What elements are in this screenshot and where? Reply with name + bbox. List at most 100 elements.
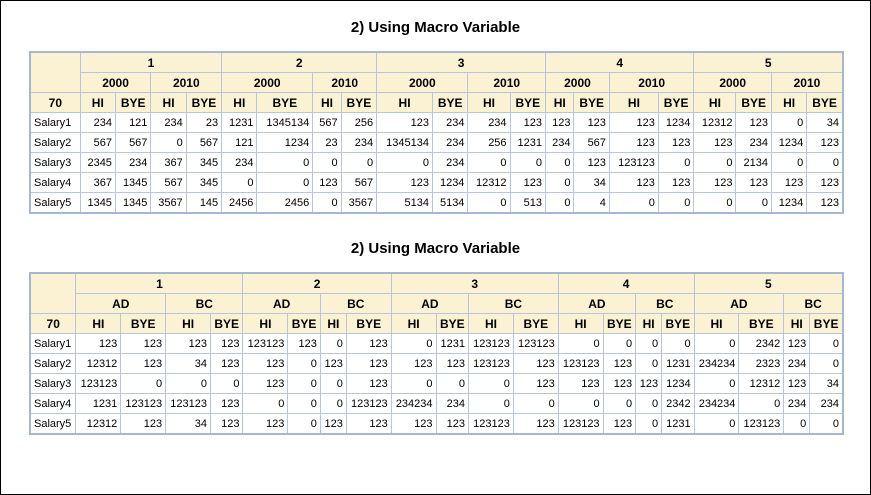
cell: 123 — [608, 172, 659, 193]
cell: 34 — [806, 112, 844, 133]
cell: 0 — [693, 152, 737, 173]
data-row: Salary3 2345 234 367 345 234 0 0 0 0 234 0 0 0 123 1231… — [29, 152, 844, 173]
column-header: HI — [783, 313, 811, 334]
data-row: Salary1 123 123 123 123 123123 123 0 123 0 1231 123… — [29, 333, 844, 354]
cell: 2342 — [738, 333, 785, 354]
group-header: 1 — [75, 272, 244, 294]
subgroup-header: BC — [468, 293, 559, 314]
cell: 0 — [809, 413, 844, 435]
row-label: Salary2 — [29, 132, 81, 153]
cell: 123 — [770, 172, 808, 193]
cell: 0 — [287, 393, 321, 414]
cell: 123 — [345, 373, 392, 394]
row-label: Salary1 — [29, 333, 77, 354]
cell: 0 — [735, 192, 772, 214]
column-header: HI — [467, 92, 511, 113]
cell: 123 — [345, 333, 392, 354]
cell: 123 — [557, 373, 604, 394]
cell: 2342 — [661, 393, 695, 414]
cell: 123 — [319, 413, 347, 435]
cell: 2456 — [221, 192, 258, 214]
cell: 123 — [573, 112, 610, 133]
cell: 567 — [340, 172, 378, 193]
data-row: Salary1 234 121 234 23 1231 1345134 567 256 123 23… — [29, 112, 844, 133]
column-header: HI — [635, 313, 663, 334]
cell: 1231 — [661, 413, 695, 435]
cell: 567 — [573, 132, 610, 153]
subgroup-header: AD — [390, 293, 470, 314]
cell: 0 — [209, 373, 244, 394]
cell: 123 — [783, 333, 811, 354]
column-header: BYE — [657, 92, 695, 113]
cell: 34 — [165, 353, 211, 374]
row-label: Salary5 — [29, 413, 77, 435]
cell: 145 — [185, 192, 223, 214]
cell: 123 — [75, 333, 122, 354]
cell: 0 — [693, 333, 740, 354]
column-header: HI — [319, 313, 347, 334]
cell: 0 — [809, 353, 844, 374]
subgroup-header: AD — [693, 293, 785, 314]
cell: 123 — [242, 353, 289, 374]
row-label: Salary4 — [29, 393, 77, 414]
cell: 1345134 — [376, 132, 433, 153]
cell: 121 — [221, 132, 258, 153]
subgroup-header: 2010 — [608, 72, 695, 93]
cell: 0 — [287, 353, 321, 374]
cell: 123 — [602, 413, 637, 435]
group-header: 3 — [390, 272, 559, 294]
column-header: BYE — [256, 92, 314, 113]
cell: 123 — [657, 172, 695, 193]
cell: 567 — [114, 132, 152, 153]
cell: 121 — [114, 112, 152, 133]
cell: 123123 — [468, 413, 514, 435]
section-title: 2) Using Macro Variable — [350, 19, 521, 36]
subgroup-header: AD — [242, 293, 321, 314]
subgroup-header: 2000 — [79, 72, 152, 93]
column-header: HI — [165, 313, 211, 334]
cell: 567 — [79, 132, 116, 153]
cell: 2134 — [735, 152, 772, 173]
corner-cell — [29, 272, 77, 314]
cell: 123 — [209, 333, 244, 354]
cell: 3567 — [150, 192, 187, 214]
cell: 0 — [150, 132, 187, 153]
cell: 0 — [770, 112, 808, 133]
cell: 234 — [545, 132, 575, 153]
data-row: Salary3 123123 0 0 0 123 0 0 123 0 0 0 123 123 123 123 1… — [29, 373, 844, 394]
column-header: BYE — [435, 313, 470, 334]
cell: 34 — [573, 172, 610, 193]
cell: 123 — [602, 353, 637, 374]
cell: 5134 — [376, 192, 433, 214]
cell: 12312 — [75, 413, 122, 435]
column-header: BYE — [431, 92, 469, 113]
group-header: 2 — [242, 272, 392, 294]
column-header: HI — [693, 313, 740, 334]
cell: 0 — [545, 192, 575, 214]
column-header: HI — [545, 92, 575, 113]
cell: 12312 — [75, 353, 122, 374]
cell: 0 — [512, 393, 559, 414]
column-header: BYE — [345, 313, 392, 334]
column-header: HI — [693, 92, 737, 113]
cell: 0 — [693, 373, 740, 394]
cell: 123123 — [468, 353, 514, 374]
cell: 0 — [468, 393, 514, 414]
subgroup-header: BC — [635, 293, 695, 314]
cell: 513 — [509, 192, 547, 214]
cell: 234 — [735, 132, 772, 153]
cell: 123 — [806, 132, 844, 153]
header-row: AD BC AD BC AD BC AD BC AD BC — [30, 293, 844, 314]
cell: 2323 — [738, 353, 785, 374]
row-label: Salary3 — [29, 373, 77, 394]
cell: 234 — [467, 112, 511, 133]
cell: 0 — [693, 192, 737, 214]
cell: 0 — [809, 333, 844, 354]
column-header: BYE — [806, 92, 844, 113]
cell: 23 — [312, 132, 342, 153]
cell: 123 — [657, 132, 695, 153]
cell: 123 — [242, 413, 289, 435]
row-label: Salary5 — [29, 192, 81, 214]
cell: 234 — [79, 112, 116, 133]
